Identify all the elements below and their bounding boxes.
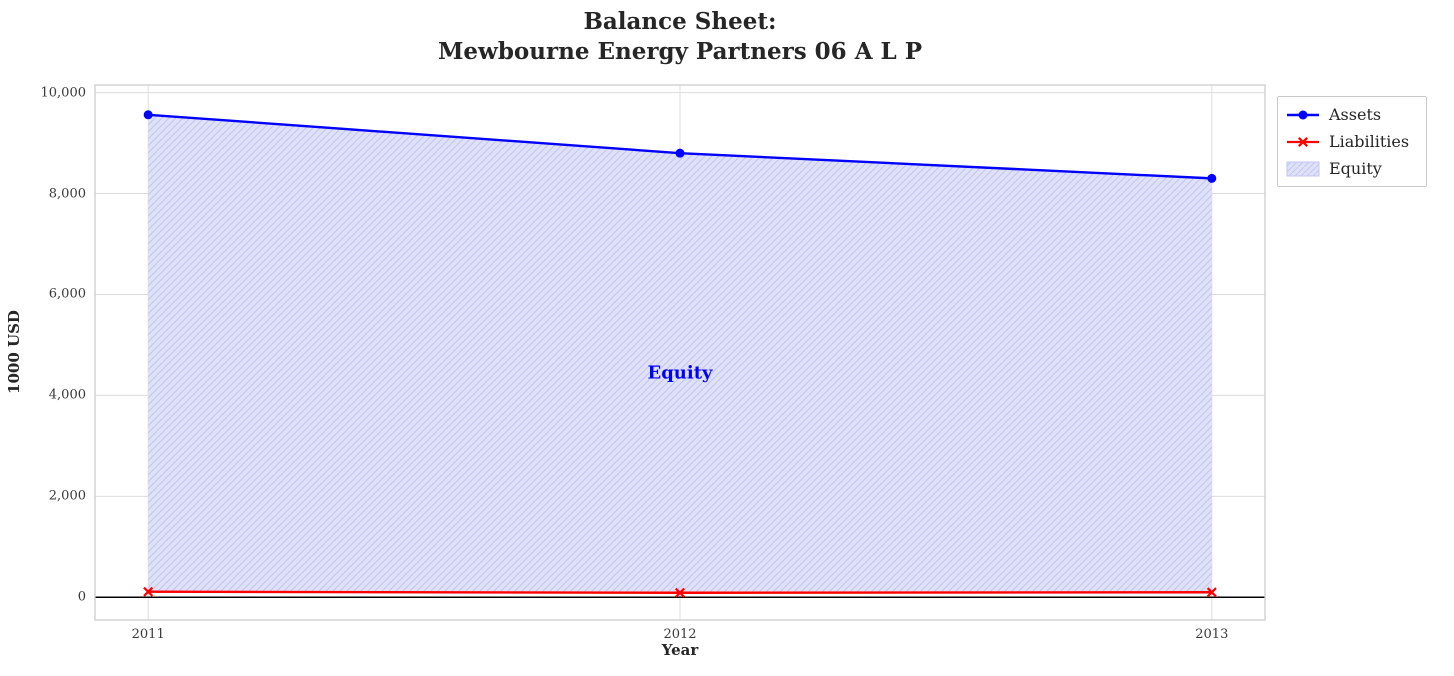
legend: Assets Liabilities Equity — [1277, 96, 1427, 187]
chart-title-line1: Balance Sheet: — [583, 8, 777, 35]
y-tick-label: 2,000 — [48, 488, 86, 504]
legend-label: Assets — [1329, 105, 1382, 124]
legend-item-equity: Equity — [1286, 159, 1416, 178]
plot-border — [94, 84, 1266, 621]
y-tick-label: 0 — [77, 589, 86, 605]
legend-label: Liabilities — [1329, 132, 1410, 151]
liabilities-marker — [675, 587, 685, 598]
y-tick-label: 10,000 — [40, 85, 87, 101]
legend-sample-line-x-icon — [1287, 136, 1319, 147]
y-tick-label: 4,000 — [48, 387, 86, 403]
x-tick-label: 2013 — [1195, 627, 1229, 642]
y-tick-label: 6,000 — [48, 286, 86, 302]
liabilities-marker — [1206, 587, 1217, 598]
legend-label: Equity — [1329, 159, 1382, 178]
legend-item-liabilities: Liabilities — [1286, 132, 1416, 151]
legend-item-assets: Assets — [1286, 105, 1416, 124]
legend-sample-patch-hatch-icon — [1286, 161, 1320, 176]
assets-marker — [143, 110, 153, 120]
x-tick-label: 2011 — [131, 627, 165, 642]
x-tick-label: 2012 — [663, 627, 697, 642]
legend-sample-line-circle-icon — [1287, 110, 1319, 119]
liabilities-marker — [143, 586, 154, 597]
assets-marker — [675, 148, 685, 158]
x-axis-label: Year — [661, 641, 699, 659]
y-tick-label: 8,000 — [48, 186, 86, 201]
equity-annotation: Equity — [647, 362, 713, 384]
chart-title: Balance Sheet: Mewbourne Energy Partners… — [95, 7, 1265, 67]
assets-marker — [1207, 173, 1217, 183]
equity-area — [148, 114, 1212, 593]
chart-title-line2: Mewbourne Energy Partners 06 A L P — [437, 37, 923, 65]
